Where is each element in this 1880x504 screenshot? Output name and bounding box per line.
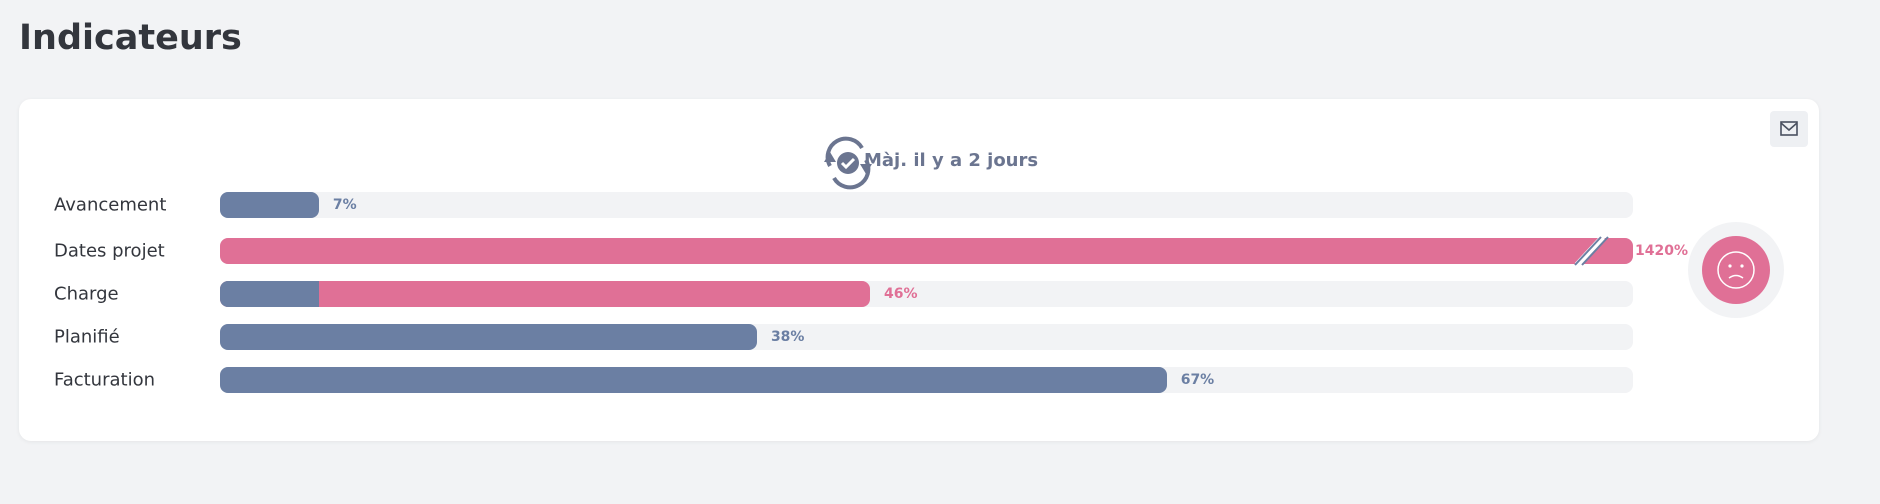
mail-button[interactable] [1770, 111, 1808, 147]
bar [220, 324, 757, 350]
bar-track [220, 192, 1633, 218]
bar-base [220, 281, 319, 307]
value-label: 67% [1180, 372, 1215, 388]
indicator-label: Dates projet [54, 240, 165, 262]
value-label: 38% [770, 329, 805, 345]
mood-indicator [1688, 222, 1784, 318]
value-label: 7% [332, 197, 357, 213]
indicator-label: Planifié [54, 326, 120, 348]
indicator-label: Charge [54, 283, 119, 305]
refresh-icon [824, 136, 872, 190]
bar [220, 367, 1167, 393]
mail-icon [1780, 121, 1798, 136]
indicator-label: Avancement [54, 194, 167, 216]
bar [220, 281, 870, 307]
value-label: 1420% [1635, 243, 1688, 259]
bar [220, 192, 319, 218]
indicator-label: Facturation [54, 369, 156, 391]
page-title: Indicateurs [19, 18, 242, 58]
update-status: Màj. il y a 2 jours [864, 150, 1039, 171]
axis-break [1574, 234, 1609, 268]
value-label: 46% [883, 286, 918, 302]
bar [220, 238, 1633, 264]
